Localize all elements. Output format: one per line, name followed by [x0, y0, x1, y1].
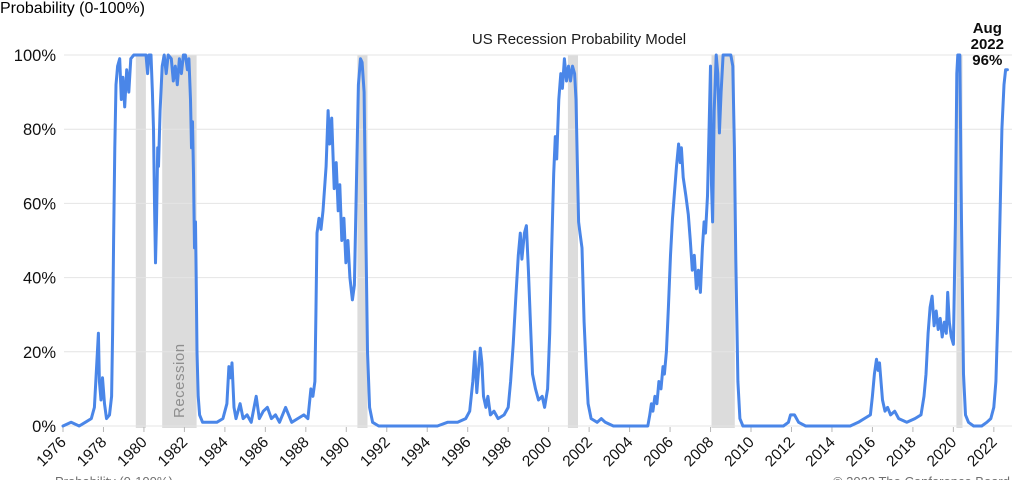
recession-band-label: Recession	[171, 343, 188, 418]
recession-band	[567, 55, 578, 428]
x-tick-label: 2004	[600, 434, 637, 471]
x-tick-label: 2022	[964, 434, 1000, 470]
x-tick-label: 1998	[479, 434, 515, 470]
y-tick-label: 0%	[32, 418, 56, 436]
x-tick-label: 2002	[560, 434, 596, 470]
x-axis-ticks	[62, 427, 995, 432]
x-tick-label: 1976	[33, 434, 69, 470]
y-axis-labels: 0% 20% 40% 60% 80% 100%	[14, 47, 57, 436]
annotation-month: Aug	[972, 20, 1002, 37]
recession-bands	[135, 55, 963, 428]
x-tick-label: 2016	[843, 434, 879, 470]
source-footer-clipped: © 2022 The Conference Board	[833, 474, 1010, 480]
probability-line	[61, 53, 1009, 428]
x-tick-label: 2012	[762, 434, 798, 470]
annotation-value: 96%	[972, 52, 1003, 69]
x-tick-label: 1978	[74, 434, 110, 470]
x-tick-label: 1986	[236, 434, 272, 470]
y-tick-label: 80%	[23, 121, 56, 139]
x-tick-label: 1982	[155, 434, 191, 470]
latest-value-annotation: Aug 2022 96%	[971, 21, 1004, 69]
recession-band	[711, 55, 735, 428]
x-tick-label: 2020	[924, 434, 961, 471]
x-tick-label: 1988	[276, 434, 312, 470]
x-tick-label: 2006	[641, 434, 677, 470]
x-tick-label: 2000	[519, 434, 556, 471]
x-tick-label: 1980	[114, 434, 151, 471]
y-axis-inline-label: Probability (0-100%)	[0, 0, 145, 17]
x-tick-label: 2014	[802, 434, 839, 471]
x-axis-labels: 1976 1978 1980 1982 1984 1986 1988 1990 1992 1994…	[33, 434, 1000, 471]
x-tick-label: 1990	[317, 434, 354, 471]
x-tick-label: 2008	[681, 434, 717, 470]
legend-footer-clipped: Probability (0-100%)	[33, 474, 173, 480]
y-tick-label: 20%	[23, 344, 56, 362]
y-tick-label: 100%	[14, 47, 57, 65]
gridlines	[64, 54, 1012, 427]
x-tick-label: 1996	[438, 434, 474, 470]
x-tick-label: 1984	[195, 434, 232, 471]
recession-band	[357, 55, 368, 428]
x-tick-label: 1994	[398, 434, 435, 471]
y-tick-label: 40%	[23, 270, 56, 288]
annotation-year: 2022	[970, 36, 1004, 53]
recession-band	[956, 55, 963, 428]
legend-label: Probability (0-100%)	[55, 474, 173, 480]
x-tick-label: 1992	[357, 434, 393, 470]
x-tick-label: 2010	[721, 434, 758, 471]
y-tick-label: 60%	[23, 195, 56, 213]
x-tick-label: 2018	[883, 434, 919, 470]
recession-band	[135, 55, 146, 428]
page-title: US Recession Probability Model	[471, 31, 687, 48]
